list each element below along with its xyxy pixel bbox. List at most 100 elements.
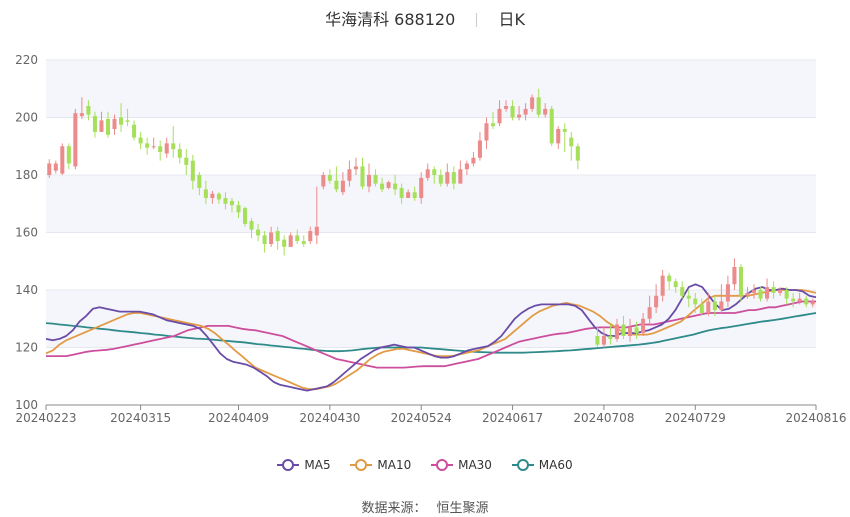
legend-marker-ma60: [511, 459, 534, 471]
candle-body: [210, 193, 215, 198]
candle-body: [673, 281, 678, 288]
candle-body: [99, 120, 104, 132]
candle-body: [732, 267, 737, 285]
candle-body: [471, 157, 476, 164]
candle-body: [543, 108, 548, 115]
x-tick-label: 20240617: [482, 411, 543, 425]
candle-body: [725, 284, 730, 302]
candle-body: [177, 149, 182, 158]
candle-body: [601, 336, 606, 345]
candle-body: [614, 324, 619, 339]
candle-body: [86, 106, 91, 115]
candle-body: [634, 327, 639, 334]
candle-body: [810, 301, 815, 305]
candle-body: [791, 298, 796, 302]
candle-body: [693, 298, 698, 305]
legend-marker-ma30: [431, 459, 454, 471]
candle-body: [203, 189, 208, 198]
candle-body: [490, 123, 496, 127]
candle-body: [347, 169, 352, 181]
candle-body: [308, 231, 313, 242]
legend-item-ma5[interactable]: MA5: [277, 458, 331, 472]
candle-body: [216, 193, 221, 200]
legend: MA5 MA10 MA30 MA60: [0, 458, 850, 474]
candle-body: [412, 192, 417, 198]
candle-body: [445, 172, 450, 184]
grid-band: [46, 60, 816, 118]
candle-body: [628, 327, 633, 336]
candle-body: [432, 169, 437, 175]
candle-body: [523, 108, 528, 115]
data-source: 数据来源： 恒生聚源: [0, 497, 850, 516]
candle-body: [406, 192, 411, 198]
legend-item-ma30[interactable]: MA30: [431, 458, 492, 472]
chart-period: 日K: [498, 10, 525, 29]
candle-body: [190, 160, 195, 181]
candle-body: [621, 324, 626, 336]
candle-body: [132, 124, 137, 138]
candle-body: [334, 180, 339, 190]
legend-label-ma30: MA30: [458, 458, 492, 472]
candle-body: [686, 295, 691, 299]
stock-code: 688120: [394, 10, 456, 29]
candle-body: [275, 231, 280, 242]
candle-body: [386, 182, 391, 188]
candle-body: [425, 169, 430, 178]
grid-band: [46, 290, 816, 348]
candle-body: [138, 137, 143, 144]
candle-body: [771, 287, 776, 293]
candle-body: [145, 143, 150, 148]
candle-body: [243, 208, 248, 224]
candle-body: [530, 97, 535, 109]
candle-body: [712, 301, 717, 311]
legend-item-ma10[interactable]: MA10: [350, 458, 411, 472]
legend-marker-ma10: [350, 459, 373, 471]
candle-body: [699, 304, 704, 313]
candle-body: [569, 137, 574, 147]
candle-body: [353, 166, 358, 170]
candle-body: [249, 221, 254, 230]
candle-body: [464, 163, 469, 170]
candle-body: [484, 123, 489, 141]
candle-body: [647, 307, 652, 319]
candle-body: [706, 301, 711, 313]
candle-body: [608, 336, 613, 339]
candle-body: [738, 267, 743, 296]
candle-body: [438, 175, 443, 184]
candle-body: [399, 187, 404, 198]
y-tick-label: 100: [15, 398, 38, 412]
candle-body: [654, 295, 659, 308]
legend-label-ma5: MA5: [304, 458, 331, 472]
y-tick-label: 180: [15, 168, 38, 182]
candle-body: [112, 118, 117, 129]
candle-body: [92, 116, 97, 132]
candle-body: [314, 226, 319, 236]
candle-body: [229, 200, 234, 206]
candle-body: [366, 175, 372, 187]
candle-body: [158, 146, 163, 152]
candle-body: [804, 298, 809, 305]
candle-body: [549, 108, 554, 144]
stock-name: 华海清科: [325, 10, 390, 29]
candle-body: [151, 146, 156, 148]
candle-body: [680, 287, 685, 296]
candle-body: [745, 292, 750, 296]
candle-body: [295, 235, 300, 242]
y-tick-label: 120: [15, 341, 38, 355]
candle-body: [256, 229, 261, 236]
y-tick-label: 160: [15, 226, 38, 240]
title-divider: [476, 13, 478, 27]
source-label: 数据来源：: [361, 501, 427, 516]
legend-label-ma60: MA60: [538, 458, 573, 472]
candle-body: [164, 143, 169, 154]
candle-body: [419, 177, 424, 198]
legend-marker-ma5: [277, 459, 300, 471]
y-tick-label: 140: [15, 283, 38, 297]
candle-body: [517, 114, 522, 118]
candle-body: [477, 140, 482, 158]
legend-item-ma60[interactable]: MA60: [511, 458, 573, 472]
candle-body: [373, 175, 378, 184]
candle-body: [105, 118, 111, 135]
ma5-line: [45, 283, 817, 392]
